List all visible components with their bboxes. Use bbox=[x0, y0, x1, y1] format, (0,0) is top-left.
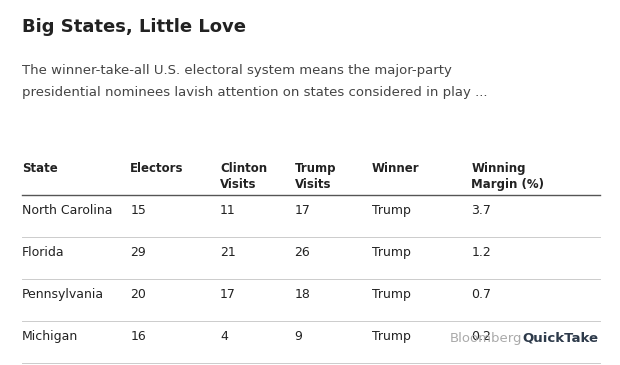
Text: Big States, Little Love: Big States, Little Love bbox=[22, 18, 246, 36]
Text: 26: 26 bbox=[294, 246, 310, 260]
Text: presidential nominees lavish attention on states considered in play ...: presidential nominees lavish attention o… bbox=[22, 86, 487, 99]
Text: 17: 17 bbox=[220, 288, 236, 301]
Text: 11: 11 bbox=[220, 204, 236, 218]
Text: Clinton
Visits: Clinton Visits bbox=[220, 162, 267, 191]
Text: 0.7: 0.7 bbox=[471, 288, 491, 301]
Text: 0.2: 0.2 bbox=[471, 330, 491, 343]
Text: Pennsylvania: Pennsylvania bbox=[22, 288, 104, 301]
Text: Bloomberg: Bloomberg bbox=[450, 332, 522, 345]
Text: Trump: Trump bbox=[372, 330, 411, 343]
Text: Winner: Winner bbox=[372, 162, 420, 176]
Text: 29: 29 bbox=[130, 246, 146, 260]
Text: 21: 21 bbox=[220, 246, 236, 260]
Text: Trump: Trump bbox=[372, 246, 411, 260]
Text: Michigan: Michigan bbox=[22, 330, 78, 343]
Text: 20: 20 bbox=[130, 288, 146, 301]
Text: Trump: Trump bbox=[372, 288, 411, 301]
Text: Trump
Visits: Trump Visits bbox=[294, 162, 336, 191]
Text: QuickTake: QuickTake bbox=[522, 332, 598, 345]
Text: 1.2: 1.2 bbox=[471, 246, 491, 260]
Text: 9: 9 bbox=[294, 330, 303, 343]
Text: 3.7: 3.7 bbox=[471, 204, 491, 218]
Text: 17: 17 bbox=[294, 204, 311, 218]
Text: State: State bbox=[22, 162, 58, 176]
Text: Electors: Electors bbox=[130, 162, 184, 176]
Text: Trump: Trump bbox=[372, 204, 411, 218]
Text: 16: 16 bbox=[130, 330, 146, 343]
Text: Winning
Margin (%): Winning Margin (%) bbox=[471, 162, 544, 191]
Text: 15: 15 bbox=[130, 204, 146, 218]
Text: Florida: Florida bbox=[22, 246, 64, 260]
Text: North Carolina: North Carolina bbox=[22, 204, 112, 218]
Text: 4: 4 bbox=[220, 330, 228, 343]
Text: The winner-take-all U.S. electoral system means the major-party: The winner-take-all U.S. electoral syste… bbox=[22, 64, 451, 77]
Text: 18: 18 bbox=[294, 288, 311, 301]
